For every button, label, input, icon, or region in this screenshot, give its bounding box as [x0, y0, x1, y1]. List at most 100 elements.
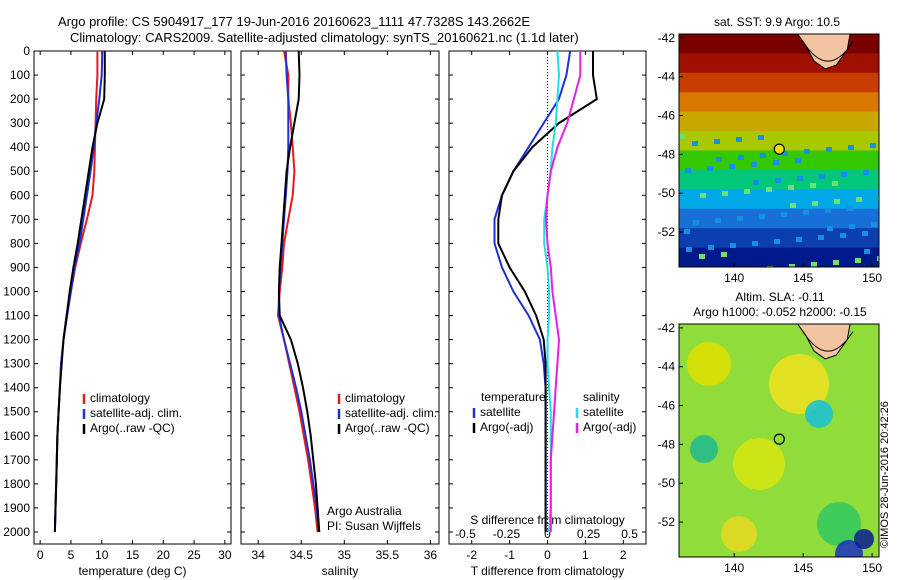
- series-line: [53, 51, 106, 533]
- series-line: [544, 51, 582, 532]
- s-tick-label: 0.25: [577, 527, 601, 541]
- sst-speckle: [729, 164, 735, 169]
- sst-speckle: [788, 185, 794, 190]
- sst-speckle: [862, 231, 868, 236]
- argo-position-marker: [773, 433, 785, 445]
- legend-temperature-label: satellite-adj. clim.: [90, 406, 182, 420]
- y-tick-label: 300: [10, 116, 30, 130]
- legend-temperature-label: Argo(..raw -QC): [90, 421, 175, 435]
- sst-band: [679, 92, 879, 113]
- x-tick-label: 150: [862, 271, 882, 285]
- sst-speckle: [795, 158, 801, 163]
- y-tick-label: -48: [658, 147, 676, 161]
- depth-contour: [802, 41, 854, 62]
- s-tick-label: 0: [544, 527, 551, 541]
- y-tick-label: -50: [658, 476, 676, 490]
- sst-speckle: [775, 178, 781, 183]
- x-tick-label: 2: [620, 548, 627, 562]
- y-tick-label: 200: [10, 92, 30, 106]
- sst-speckle: [736, 137, 742, 142]
- sla-blob: [721, 516, 757, 552]
- y-tick-label: -52: [658, 515, 676, 529]
- sst-speckle: [811, 262, 817, 267]
- series-line: [276, 50, 319, 533]
- legend-title: temperature: [481, 390, 546, 404]
- sst-speckle: [751, 162, 757, 167]
- sst-speckle: [745, 268, 751, 273]
- sst-speckle: [827, 226, 833, 231]
- sla-blob: [854, 529, 874, 549]
- legend-salinity-label: Argo(..raw -QC): [345, 421, 430, 435]
- series-line: [497, 51, 598, 532]
- sst-speckle: [701, 272, 707, 277]
- y-tick-label: 1800: [3, 477, 30, 491]
- sla-map: [679, 324, 879, 557]
- s-tick-label: -0.5: [455, 527, 476, 541]
- sst-speckle: [679, 134, 685, 139]
- sst-speckle: [849, 224, 855, 229]
- x-tick-label: 145: [793, 271, 813, 285]
- x-tick-label: -1: [504, 548, 515, 562]
- sst-speckle: [715, 218, 721, 223]
- sst-speckle: [789, 264, 795, 267]
- x-tick-label: 10: [95, 548, 109, 562]
- map-subtitle: Argo h1000: -0.052 h2000: -0.15: [693, 305, 867, 319]
- sst-speckle: [834, 199, 840, 204]
- sst-speckle: [760, 153, 766, 158]
- sst-speckle: [833, 260, 839, 265]
- sst-speckle: [773, 160, 779, 165]
- sst-speckle: [693, 220, 699, 225]
- y-tick-label: 1600: [3, 429, 30, 443]
- sst-speckle: [841, 172, 847, 177]
- sst-speckle: [700, 193, 706, 198]
- credit-text: ©IMOS 28-Jun-2016 20:42:26: [879, 401, 891, 548]
- s-tick-label: -0.25: [493, 527, 521, 541]
- legend-diff-salinity-label: satellite: [583, 405, 624, 419]
- sst-speckle: [819, 174, 825, 179]
- sst-speckle: [758, 135, 764, 140]
- sst-band: [679, 72, 879, 94]
- sla-blob: [817, 502, 861, 546]
- y-tick-label: -42: [658, 321, 676, 335]
- sst-speckle: [730, 243, 736, 248]
- sst-band: [679, 247, 879, 267]
- sst-speckle: [840, 233, 846, 238]
- y-tick-label: 400: [10, 140, 30, 154]
- annotation-text: Argo Australia: [327, 504, 402, 518]
- x-axis-label: T difference from climatology: [471, 564, 625, 578]
- y-tick-label: -46: [658, 399, 676, 413]
- sst-speckle: [810, 183, 816, 188]
- sst-speckle: [804, 149, 810, 154]
- legend-diff-temperature-label: Argo(-adj): [480, 420, 533, 434]
- sst-speckle: [686, 247, 692, 252]
- sst-speckle: [803, 210, 809, 215]
- plot-frame: [33, 50, 232, 545]
- s-tick-label: 0.5: [621, 527, 638, 541]
- depth-contour: [802, 331, 854, 352]
- x-tick-label: 140: [724, 271, 744, 285]
- y-tick-label: 800: [10, 236, 30, 250]
- x-tick-label: 34.5: [290, 548, 314, 562]
- sst-map: [679, 34, 879, 277]
- x-tick-label: 145: [793, 561, 813, 575]
- sst-speckle: [714, 139, 720, 144]
- y-tick-label: 0: [23, 44, 30, 58]
- x-axis-label: temperature (deg C): [78, 564, 186, 578]
- sst-speckle: [774, 239, 780, 244]
- x-tick-label: 1: [582, 548, 589, 562]
- x-tick-label: 35: [338, 548, 352, 562]
- x-tick-label: 20: [157, 548, 171, 562]
- sst-speckle: [759, 214, 765, 219]
- y-tick-label: 1000: [3, 284, 30, 298]
- y-tick-label: 1100: [4, 309, 30, 323]
- map-title: Altim. SLA: -0.11: [735, 290, 824, 304]
- sst-speckle: [863, 170, 869, 175]
- series-line: [277, 50, 321, 533]
- y-tick-label: -44: [658, 70, 676, 84]
- y-tick-label: -42: [658, 31, 676, 45]
- sst-speckle: [707, 166, 713, 171]
- legend-salinity-label: satellite-adj. clim.: [345, 406, 437, 420]
- sst-speckle: [708, 245, 714, 250]
- sla-blob: [769, 354, 829, 414]
